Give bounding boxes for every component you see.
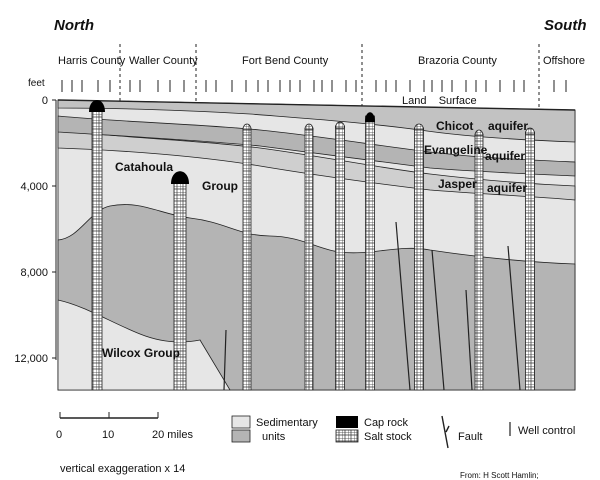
legend-well-control-label: Well control <box>518 425 575 437</box>
salt-stock <box>242 127 252 391</box>
aquifer-label-1: aquifer <box>488 119 528 133</box>
salt-stock <box>335 125 345 391</box>
salt-stock-dome <box>474 129 484 137</box>
salt-stock <box>91 105 103 391</box>
cap-rock <box>365 112 375 122</box>
depth-tick-label-8000: 8,000 <box>20 267 48 279</box>
fault-1 <box>223 329 227 391</box>
cap-rock <box>89 100 105 112</box>
south-label: South <box>544 17 587 34</box>
aquifer-label-3: aquifer <box>487 181 527 195</box>
county-brazoria: Brazoria County <box>418 55 497 67</box>
north-label: North <box>54 17 94 34</box>
land-surface-line <box>57 99 576 111</box>
county-dividers <box>119 44 540 108</box>
scale-tick-0: 0 <box>56 429 62 441</box>
salt-stock <box>365 115 375 391</box>
source-credit: From: H Scott Hamlin; <box>460 471 539 480</box>
legend: Sedimentary units Cap rock Salt stock Fa… <box>231 415 575 449</box>
cap-rock <box>171 171 189 184</box>
scale-tick-10: 10 <box>102 429 114 441</box>
layer-chicot <box>57 99 576 143</box>
legend-fault-label: Fault <box>458 431 482 443</box>
salt-stock-dome <box>525 127 535 135</box>
well-control-ticks <box>61 80 567 92</box>
fault-3 <box>431 249 445 391</box>
land-surface-label: Land Surface <box>402 95 477 107</box>
depth-tick-label-4000: 4,000 <box>20 181 48 193</box>
fault-5 <box>507 245 521 391</box>
legend-sedimentary-line2: units <box>262 431 286 443</box>
fault-2 <box>395 221 411 391</box>
vertical-exaggeration: vertical exaggeration x 14 <box>60 463 185 475</box>
county-harris: Harris County <box>58 55 126 67</box>
salt-stock <box>304 127 314 391</box>
salt-stocks <box>89 100 535 391</box>
salt-stock <box>474 133 484 391</box>
fault-4 <box>465 289 473 391</box>
group-label: Group <box>202 179 238 193</box>
depth-tick-label-12000: 12,000 <box>14 353 48 365</box>
layer-jasper <box>57 129 576 201</box>
jasper-label: Jasper <box>438 177 477 191</box>
salt-stock-dome <box>414 123 424 131</box>
salt-stock <box>525 131 535 391</box>
depth-tick-label-0: 0 <box>42 95 48 107</box>
scale-tick-20: 20 miles <box>152 429 193 441</box>
county-offshore: Offshore <box>543 55 585 67</box>
chicot-label: Chicot <box>436 119 473 133</box>
aquifer-label-2: aquifer <box>485 149 525 163</box>
county-fort-bend: Fort Bend County <box>242 55 329 67</box>
legend-cap-rock-swatch <box>336 416 358 428</box>
legend-swatch-grey <box>231 429 251 443</box>
catahoula-label: Catahoula <box>115 160 173 174</box>
salt-stock-dome <box>304 123 314 131</box>
legend-salt-stock-label: Salt stock <box>364 431 412 443</box>
wilcox-label: Wilcox Group <box>102 346 180 360</box>
salt-stock <box>414 127 424 391</box>
scale-bar: 0 10 20 miles vertical exaggeration x 14 <box>56 412 193 475</box>
legend-swatch-light <box>231 415 251 429</box>
legend-sedimentary-line1: Sedimentary <box>256 417 318 429</box>
legend-fault-symbol <box>441 415 450 449</box>
legend-salt-stock-swatch <box>335 429 359 443</box>
layer-evangeline <box>57 115 576 177</box>
county-waller: Waller County <box>129 55 198 67</box>
legend-cap-rock-label: Cap rock <box>364 417 409 429</box>
faults <box>223 221 521 391</box>
geologic-layers <box>57 99 576 391</box>
depth-unit-label: feet <box>28 78 45 89</box>
evangeline-label: Evangeline <box>424 143 488 157</box>
salt-stock-dome <box>335 121 345 129</box>
salt-stock-dome <box>242 123 252 131</box>
